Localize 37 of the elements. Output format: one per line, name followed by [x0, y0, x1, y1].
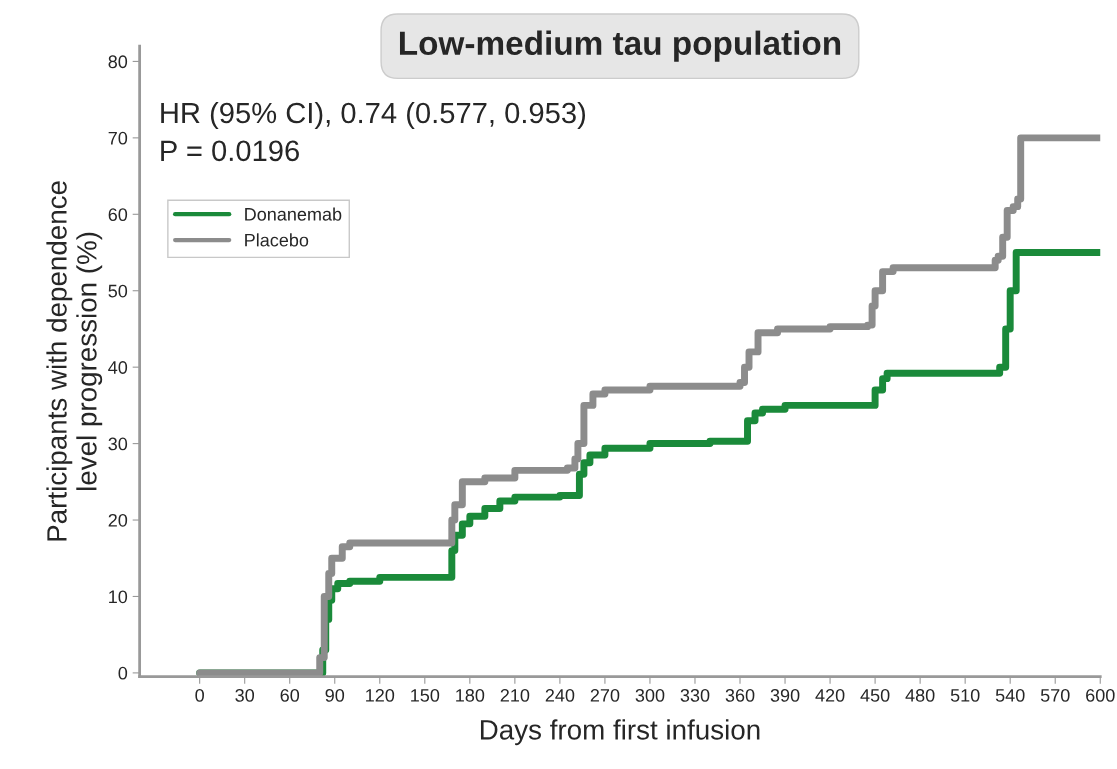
y-tick-label: 40: [108, 361, 128, 374]
x-tick-label: 0: [195, 689, 204, 702]
annotation: HR (95% CI), 0.74 (0.577, 0.953): [161, 101, 586, 130]
x-axis-title: Days from first infusion: [480, 719, 760, 746]
x-tick-label: 330: [680, 689, 710, 702]
x-tick-label: 600: [1086, 689, 1115, 702]
y-tick-label: 0: [118, 666, 128, 680]
y-tick-label: 10: [109, 590, 128, 604]
x-tick-label: 450: [860, 689, 890, 702]
x-tick-label: 270: [590, 689, 620, 702]
y-tick-label: 80: [108, 55, 128, 69]
x-tick-label: 420: [815, 689, 845, 702]
x-tick-label: 180: [456, 689, 485, 702]
chart-title: Low-medium tau population: [399, 30, 841, 62]
y-tick-label: 70: [108, 131, 128, 145]
x-tick-label: 570: [1040, 689, 1070, 702]
x-tick-label: 360: [725, 689, 755, 702]
x-tick-label: 90: [325, 689, 345, 702]
x-tick-label: 120: [366, 689, 395, 702]
y-tick-label: 20: [108, 513, 128, 527]
x-tick-label: 480: [905, 689, 935, 702]
y-axis-title: Participants with dependence level progression (%): [46, 181, 103, 541]
x-tick-label: 390: [770, 689, 800, 702]
y-tick-label: 30: [108, 437, 128, 451]
x-tick-label: 300: [635, 689, 665, 702]
x-tick-label: 150: [411, 689, 440, 702]
legend-label: Placebo: [245, 233, 309, 247]
y-tick-label: 60: [108, 208, 128, 222]
y-tick-label: 50: [108, 284, 128, 298]
x-tick-label: 210: [500, 689, 530, 702]
x-tick-label: 540: [995, 689, 1025, 702]
x-tick-label: 60: [280, 689, 300, 702]
x-tick-label: 30: [235, 689, 255, 702]
annotation: P = 0.0196: [161, 140, 299, 162]
legend-label: Donanemab: [245, 207, 342, 221]
x-tick-label: 510: [950, 689, 980, 702]
x-tick-label: 240: [545, 689, 575, 702]
